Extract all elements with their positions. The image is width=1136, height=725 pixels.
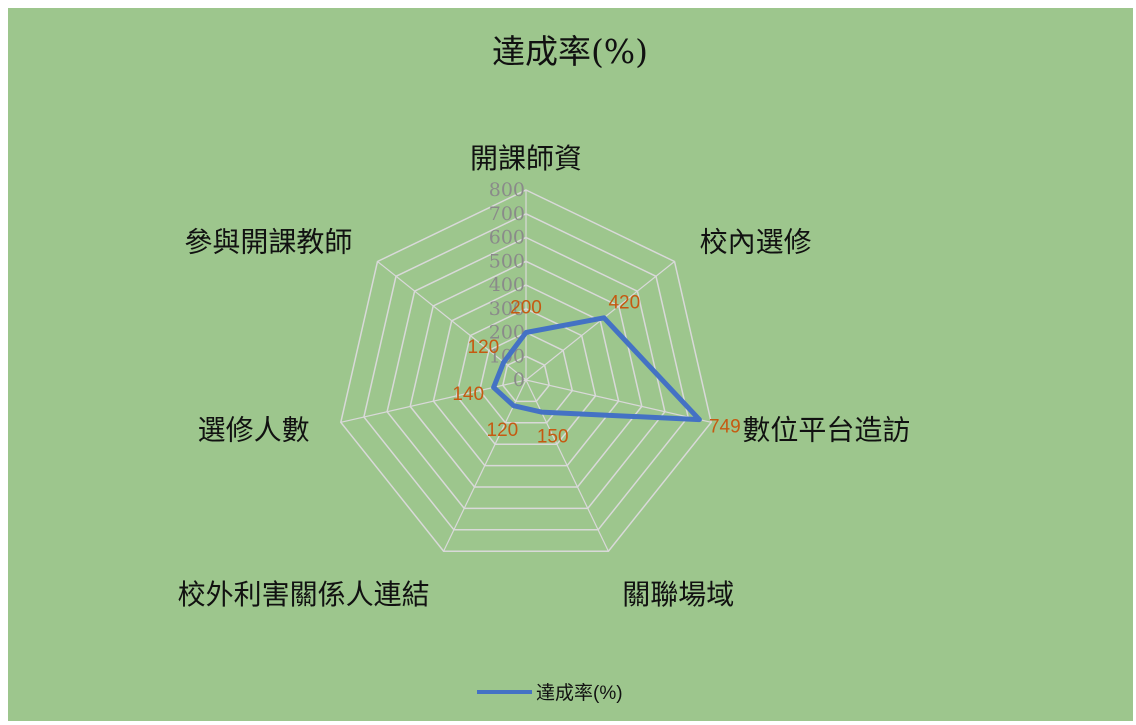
legend-label: 達成率(%): [536, 682, 623, 704]
grid-spoke: [525, 379, 609, 552]
axis-tick-label: 500: [489, 250, 525, 272]
grid-spoke: [377, 261, 527, 381]
data-label: 749: [709, 416, 741, 437]
category-label: 關聯場域: [622, 578, 734, 611]
grid-ring: [339, 189, 713, 552]
axis-tick-label: 200: [489, 322, 525, 344]
data-label: 150: [537, 427, 569, 448]
grid-spoke: [525, 379, 712, 423]
category-label: 參與開課教師: [184, 226, 352, 259]
category-label: 校內選修: [700, 226, 812, 259]
grid-ring: [409, 260, 643, 488]
grid-ring: [386, 236, 666, 510]
series-line: [491, 315, 702, 423]
category-label: 校外利害關係人連結: [178, 578, 430, 611]
data-label: 120: [487, 420, 519, 441]
axis-tick-label: 0: [513, 369, 525, 391]
grid-ring: [455, 307, 597, 445]
chart-title: 達成率(%): [492, 32, 648, 71]
grid-ring: [501, 355, 551, 403]
category-label: 開課師資: [470, 142, 582, 175]
legend: 達成率(%): [477, 682, 623, 704]
axis-tick-label: 800: [489, 179, 525, 201]
axis-tick-label: 300: [489, 298, 525, 320]
grid-spoke: [443, 379, 527, 552]
chart-area: 達成率(%) 0 100 200 300 400 500 600 700 800 200 420 7…: [8, 8, 1133, 721]
category-label: 選修人數: [198, 413, 310, 446]
data-label: 200: [510, 298, 542, 319]
axis-tick-label: 600: [489, 227, 525, 249]
category-label: 數位平台造訪: [742, 413, 910, 446]
data-label: 420: [608, 293, 640, 314]
radar-grid: [339, 189, 713, 552]
series-layer: [491, 315, 702, 423]
chart-background: [8, 8, 1133, 721]
axis-tick-label: 700: [489, 203, 525, 225]
data-label: 120: [468, 337, 500, 358]
data-label: 140: [452, 384, 484, 405]
grid-ring: [478, 331, 574, 424]
grid-ring: [363, 212, 689, 531]
axis-tick-label: 400: [489, 274, 525, 296]
grid-ring: [432, 284, 620, 467]
